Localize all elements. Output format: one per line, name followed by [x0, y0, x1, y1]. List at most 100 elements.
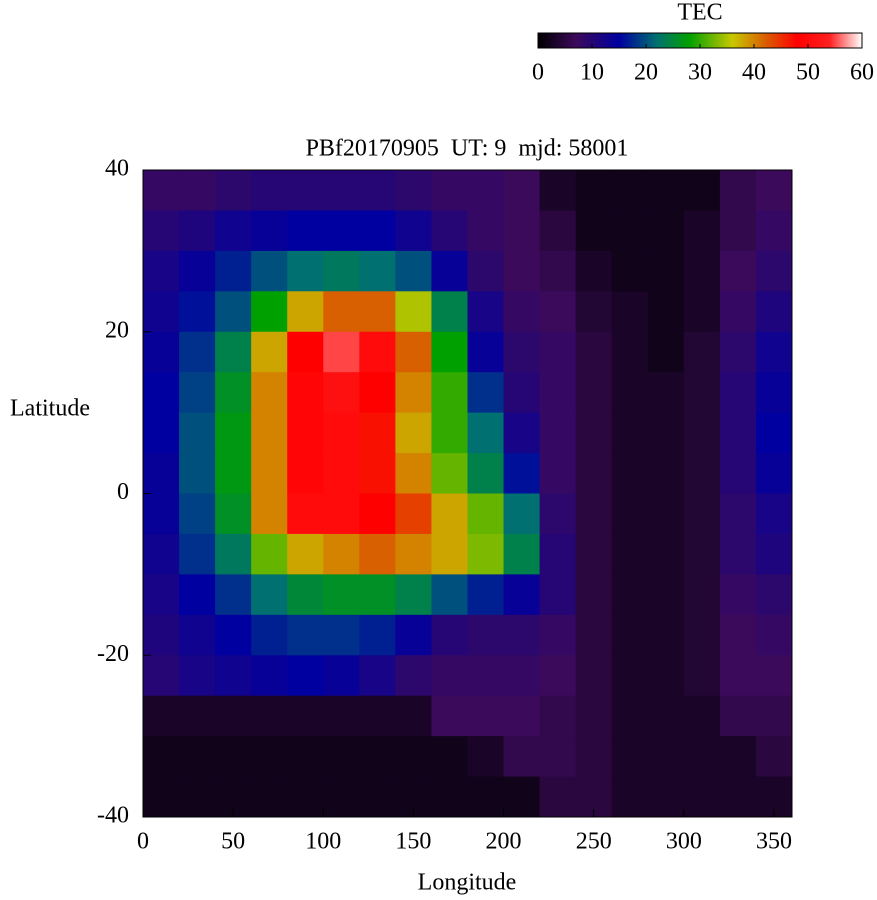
heatmap-cell: [503, 250, 541, 292]
colorbar-tick-label: 50: [796, 60, 820, 86]
heatmap-cell: [359, 574, 396, 616]
heatmap-cell: [719, 655, 757, 697]
heatmap-cell: [539, 614, 577, 656]
heatmap-cell: [395, 210, 432, 252]
heatmap-cell: [395, 493, 432, 535]
heatmap-cell: [467, 412, 505, 454]
heatmap-cell: [143, 453, 180, 494]
heatmap-cell: [539, 291, 577, 333]
heatmap-cell: [683, 574, 721, 616]
heatmap-cell: [719, 493, 757, 535]
heatmap-cell: [719, 412, 757, 454]
heatmap-cell: [539, 533, 577, 575]
heatmap-cell: [683, 493, 721, 535]
heatmap-cell: [719, 614, 757, 656]
heatmap-cell: [755, 331, 793, 373]
heatmap-cell: [287, 170, 324, 211]
heatmap-cell: [251, 736, 288, 778]
heatmap-cell: [683, 372, 721, 414]
x-tick-label: 50: [221, 829, 245, 855]
heatmap-cell: [755, 655, 793, 697]
heatmap-cell: [611, 736, 649, 778]
heatmap-cell: [467, 695, 505, 737]
heatmap-cell: [755, 533, 793, 575]
heatmap-cell: [323, 574, 360, 616]
heatmap-cell: [539, 493, 577, 535]
heatmap-cell: [647, 453, 685, 494]
heatmap-cell: [719, 372, 757, 414]
heatmap-cell: [179, 250, 216, 292]
heatmap-cell: [143, 614, 180, 656]
heatmap-cell: [503, 614, 541, 656]
colorbar-tick-label: 20: [634, 60, 658, 86]
heatmap-cell: [179, 453, 216, 494]
heatmap-cell: [683, 614, 721, 656]
heatmap-cell: [143, 574, 180, 616]
heatmap-cell: [647, 170, 685, 211]
heatmap-cell: [359, 291, 396, 333]
x-axis-label: Longitude: [418, 870, 517, 896]
heatmap-cell: [179, 493, 216, 535]
heatmap-cell: [539, 453, 577, 494]
heatmap-cell: [503, 210, 541, 252]
heatmap-cell: [719, 250, 757, 292]
heatmap-cell: [611, 533, 649, 575]
heatmap-cell: [395, 655, 432, 697]
heatmap-cell: [143, 695, 180, 737]
heatmap-cell: [251, 533, 288, 575]
heatmap-cell: [431, 695, 468, 737]
heatmap-cell: [287, 736, 324, 778]
heatmap-cell: [143, 493, 180, 535]
y-tick-label: 40: [105, 156, 129, 182]
heatmap-cell: [251, 574, 288, 616]
heatmap-cell: [683, 412, 721, 454]
colorbar-tick-label: 10: [580, 60, 604, 86]
heatmap-cell: [503, 170, 541, 211]
heatmap-cell: [323, 776, 360, 818]
heatmap-cell: [323, 655, 360, 697]
heatmap-cell: [143, 372, 180, 414]
heatmap-cell: [719, 331, 757, 373]
heatmap-cell: [143, 736, 180, 778]
heatmap-cell: [431, 776, 468, 818]
heatmap-cell: [503, 655, 541, 697]
heatmap-cell: [251, 372, 288, 414]
heatmap-cell: [395, 291, 432, 333]
heatmap-cell: [143, 655, 180, 697]
heatmap-cell: [611, 614, 649, 656]
heatmap-cell: [431, 574, 468, 616]
heatmap-cell: [359, 736, 396, 778]
heatmap-cell: [359, 250, 396, 292]
heatmap-cell: [215, 614, 252, 656]
heatmap-cell: [359, 776, 396, 818]
heatmap-cell: [647, 250, 685, 292]
x-tick-label: 150: [395, 829, 431, 855]
heatmap-cell: [647, 291, 685, 333]
heatmap-cell: [755, 695, 793, 737]
heatmap-cell: [431, 372, 468, 414]
heatmap-cell: [755, 412, 793, 454]
heatmap-cell: [143, 533, 180, 575]
heatmap-cell: [395, 736, 432, 778]
heatmap-cell: [539, 210, 577, 252]
heatmap-cell: [251, 453, 288, 494]
heatmap-cell: [467, 574, 505, 616]
heatmap-cell: [143, 250, 180, 292]
heatmap-cell: [683, 250, 721, 292]
heatmap-cell: [647, 210, 685, 252]
heatmap-cell: [719, 574, 757, 616]
heatmap-cell: [431, 210, 468, 252]
heatmap-cell: [215, 655, 252, 697]
heatmap-cell: [359, 493, 396, 535]
heatmap-cell: [467, 736, 505, 778]
heatmap-cell: [215, 695, 252, 737]
heatmap-cell: [287, 412, 324, 454]
heatmap-cell: [755, 736, 793, 778]
heatmap-cell: [575, 493, 613, 535]
heatmap-cell: [539, 412, 577, 454]
heatmap-cell: [503, 695, 541, 737]
heatmap-cell: [611, 574, 649, 616]
heatmap-cell: [647, 736, 685, 778]
heatmap-cell: [611, 170, 649, 211]
heatmap-cell: [431, 614, 468, 656]
